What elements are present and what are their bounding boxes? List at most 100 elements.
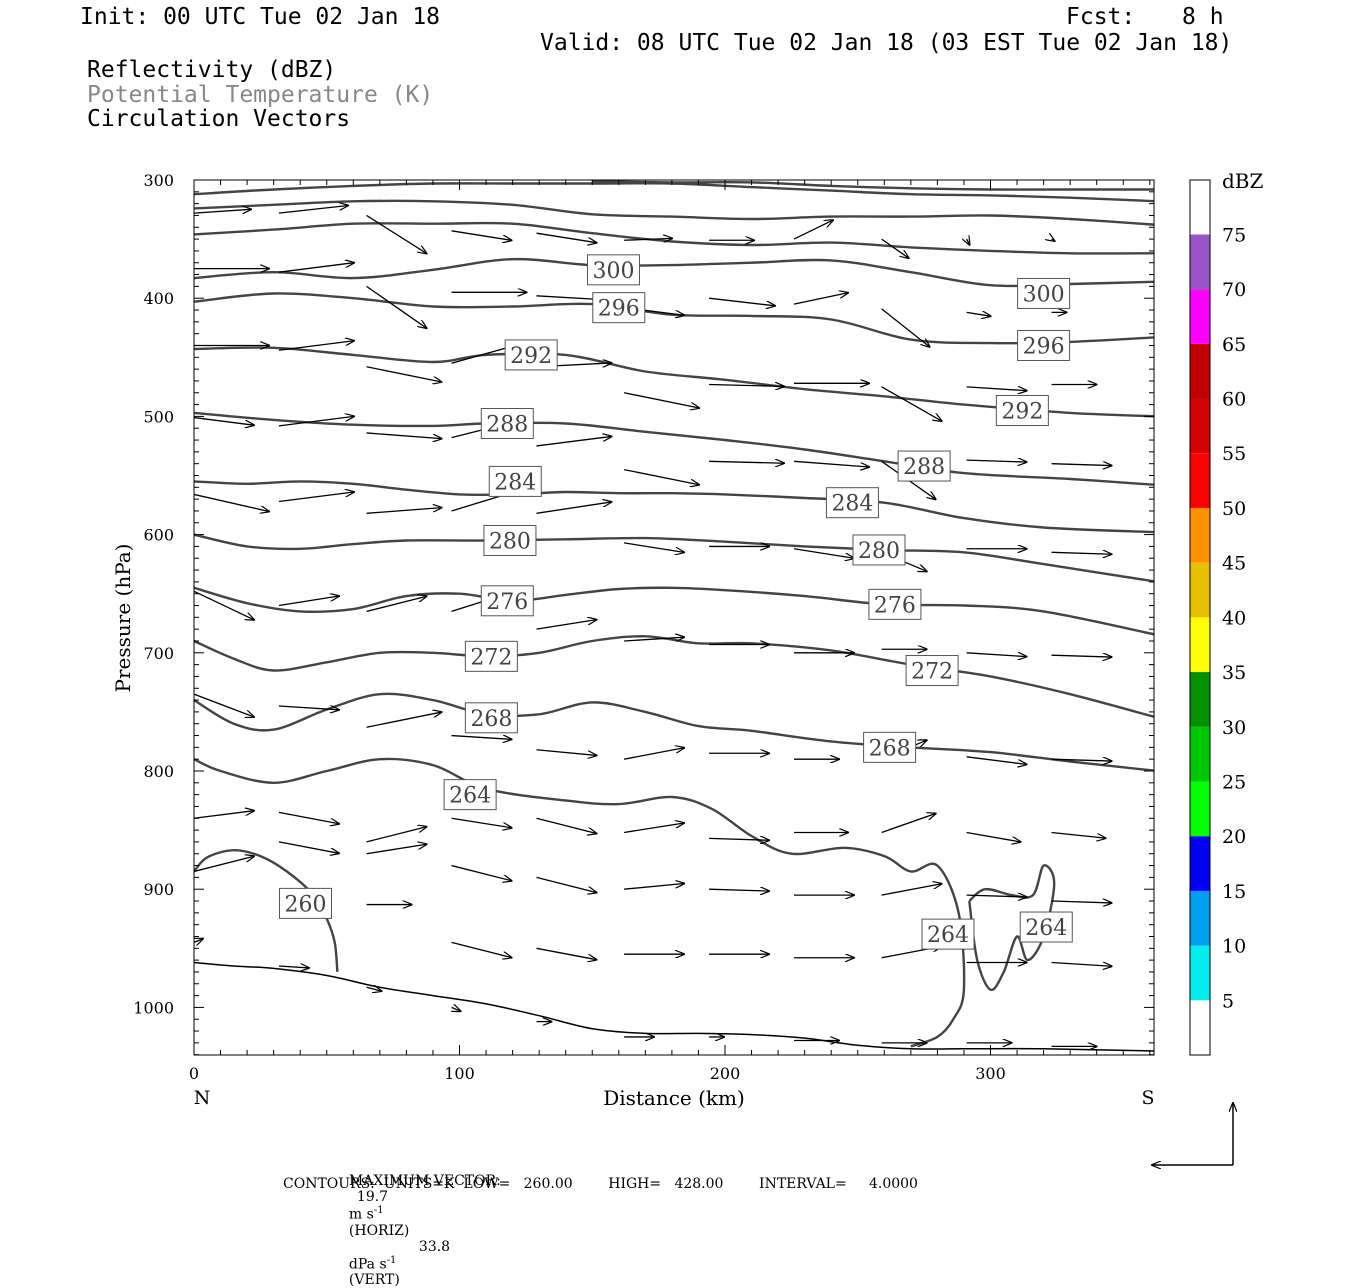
- circulation-vector: [366, 827, 427, 843]
- colorbar-segment: [1190, 726, 1210, 782]
- forecast-label: Fcst:: [1066, 4, 1136, 30]
- circulation-vector: [536, 947, 596, 959]
- contours-info-line: CONTOURS: UNITS=K LOW= 260.00 HIGH= 428.…: [283, 1176, 918, 1192]
- circulation-vector: [451, 817, 512, 828]
- circulation-vector: [623, 468, 699, 485]
- circulation-vector: [194, 693, 254, 717]
- circulation-vector: [624, 884, 684, 890]
- x-tick-label: 300: [975, 1064, 1006, 1083]
- colorbar-tick-label: 15: [1222, 881, 1246, 903]
- circulation-vector: [278, 205, 348, 214]
- contour-label-box: [1017, 277, 1071, 309]
- circulation-vector: [624, 823, 684, 834]
- colorbar-unit-label: dBZ: [1222, 169, 1264, 193]
- contour-label-box: [504, 339, 558, 371]
- circulation-vector: [1051, 655, 1112, 657]
- contour-label: 296: [598, 297, 640, 322]
- circulation-vector: [366, 712, 442, 728]
- colorbar-segment: [1190, 945, 1210, 1001]
- y-tick-label: 700: [143, 644, 174, 663]
- contour-label-box: [863, 731, 917, 763]
- contour-label: 296: [1023, 334, 1065, 359]
- circulation-vector: [793, 460, 869, 467]
- circulation-vector: [881, 884, 942, 896]
- vert-unit-exponent: -1: [386, 1254, 397, 1266]
- y-axis-label: Pressure (hPa): [111, 544, 135, 693]
- cross-section-chart: 260 264 264 264 268 268 272 272 276 276 280 280 284 2…: [111, 169, 1264, 1200]
- contour-label: 268: [470, 707, 512, 732]
- circulation-vector: [366, 285, 427, 328]
- colorbar-segment: [1190, 890, 1210, 946]
- circulation-vector: [966, 653, 1027, 657]
- init-time: Init: 00 UTC Tue 02 Jan 18: [80, 4, 441, 30]
- valid-time: Valid: 08 UTC Tue 02 Jan 18 (03 EST Tue …: [540, 30, 1233, 56]
- circulation-vector: [881, 238, 909, 258]
- circulation-vector: [194, 939, 203, 943]
- contour-label-box: [480, 585, 534, 617]
- colorbar-segment: [1190, 617, 1210, 673]
- contour-label-box: [921, 918, 975, 950]
- terrain-surface-line: [194, 961, 1154, 1052]
- horiz-unit: m s: [348, 1206, 374, 1223]
- circulation-vector: [536, 749, 596, 756]
- circulation-vector: [966, 756, 1027, 765]
- colorbar-segment: [1190, 234, 1210, 290]
- colorbar-segment: [1190, 781, 1210, 837]
- circulation-vector: [366, 214, 427, 253]
- contour-label: 288: [486, 412, 528, 437]
- circulation-vector: [536, 296, 602, 300]
- colorbar-tick-label: 35: [1222, 662, 1246, 684]
- circulation-vector: [709, 384, 784, 386]
- circulation-vector: [536, 620, 596, 630]
- vert-unit: dPa s: [348, 1256, 387, 1273]
- circulation-vector: [793, 293, 848, 305]
- contour-label: 300: [592, 259, 634, 284]
- circulation-vector: [881, 813, 936, 834]
- circulation-vector: [366, 508, 442, 514]
- contour-label-box: [897, 450, 951, 482]
- isentrope-layer: [194, 180, 1154, 1052]
- field-circulation-vectors: Circulation Vectors: [87, 106, 351, 132]
- circulation-vector: [278, 492, 354, 503]
- contour-label-box: [852, 534, 906, 566]
- circulation-vector: [1051, 464, 1112, 466]
- contour-label-layer: 260 264 264 264 268 268 272 272 276 276 280 280 284 2…: [279, 254, 1073, 950]
- circulation-vector: [536, 436, 611, 447]
- plot-frame: [193, 179, 1155, 1056]
- circulation-vector: [1051, 901, 1112, 903]
- colorbar-tick-label: 5: [1222, 990, 1234, 1012]
- contour-label-box: [279, 887, 333, 919]
- circulation-vector: [278, 841, 339, 853]
- x-tick-label: 200: [710, 1064, 741, 1083]
- y-tick-label: 1000: [133, 998, 174, 1017]
- colorbar-tick-label: 30: [1222, 717, 1246, 739]
- circulation-vector: [278, 416, 354, 427]
- circulation-vector: [194, 209, 251, 213]
- contour-label-box: [825, 487, 879, 519]
- circulation-vector: [366, 844, 427, 855]
- contour-label: 276: [486, 590, 528, 615]
- circulation-vector: [451, 230, 512, 241]
- contour-label-box: [1017, 329, 1071, 361]
- y-tick-label: 900: [143, 880, 174, 899]
- circulation-vector: [966, 387, 1027, 391]
- isentrope-288: [194, 411, 1154, 486]
- colorbar-frame: [1189, 179, 1211, 1056]
- contour-label: 264: [449, 784, 491, 809]
- contour-label-box: [592, 292, 646, 324]
- circulation-vector: [278, 341, 354, 351]
- isentrope-304: [194, 221, 1154, 255]
- isentrope-268: [194, 692, 1154, 772]
- contour-label-box: [905, 655, 959, 687]
- contour-label: 288: [903, 455, 945, 480]
- y-tick-label: 800: [143, 762, 174, 781]
- circulation-vector: [452, 1007, 461, 1011]
- circulation-vector: [536, 232, 596, 243]
- circulation-vector: [278, 811, 339, 823]
- colorbar-tick-label: 10: [1222, 936, 1246, 958]
- isentrope-276: [194, 586, 1154, 636]
- max-vector-label: MAXIMUM VECTOR:: [348, 1173, 501, 1189]
- contour-label: 300: [1023, 282, 1065, 307]
- colorbar-tick-label: 45: [1222, 553, 1246, 575]
- x-axis-label: Distance (km): [603, 1086, 745, 1110]
